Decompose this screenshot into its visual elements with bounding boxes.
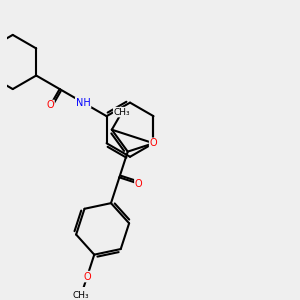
Text: CH₃: CH₃ — [114, 108, 130, 117]
Text: O: O — [83, 272, 91, 282]
Text: O: O — [46, 100, 54, 110]
Text: NH: NH — [76, 98, 91, 108]
Text: CH₃: CH₃ — [73, 291, 89, 300]
Text: O: O — [150, 138, 157, 148]
Text: O: O — [135, 179, 142, 189]
